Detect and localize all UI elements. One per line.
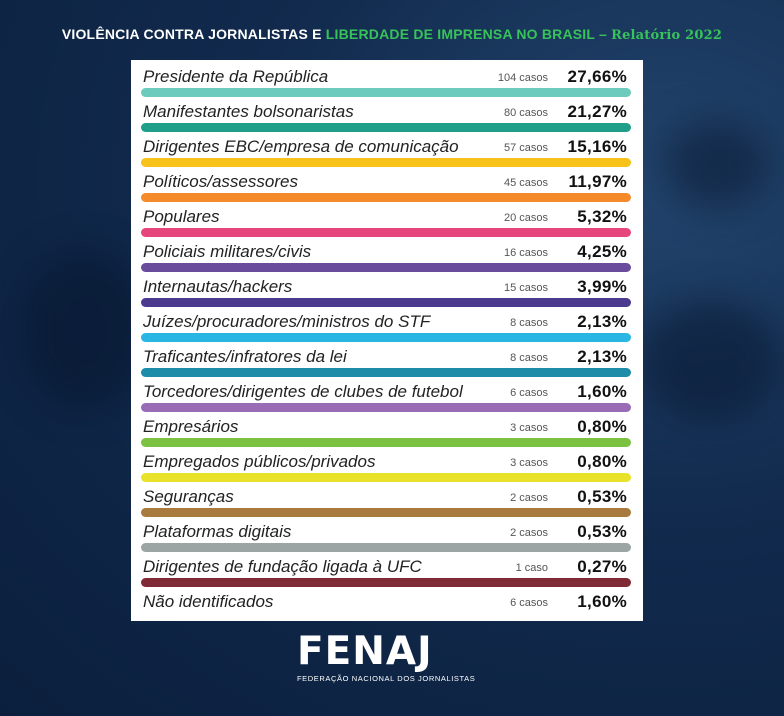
percentage-value: 27,66% xyxy=(567,67,627,86)
percentage-value: 4,25% xyxy=(577,242,627,261)
cases-count: 104 casos xyxy=(497,72,548,84)
chart-row: Plataformas digitais 2 casos 0,53% xyxy=(131,518,643,553)
category-label: Políticos/assessores xyxy=(143,172,298,191)
percentage-value: 2,13% xyxy=(577,347,627,366)
category-label: Internautas/hackers xyxy=(143,277,293,296)
cases-count: 8 casos xyxy=(510,317,548,329)
cases-count: 8 casos xyxy=(510,352,548,364)
chart-row: Traficantes/infratores da lei 8 casos 2,13… xyxy=(131,343,643,378)
category-label: Não identificados xyxy=(143,592,274,611)
chart-row: Populares 20 casos 5,32% xyxy=(131,203,643,238)
chart-panel: Presidente da República 104 casos 27,66% Ma… xyxy=(131,60,643,621)
category-label: Torcedores/dirigentes de clubes de futeb… xyxy=(143,382,463,401)
percentage-value: 5,32% xyxy=(577,207,627,226)
cases-count: 3 casos xyxy=(510,457,548,469)
chart-row: Empregados públicos/privados 3 casos 0,80% xyxy=(131,448,643,483)
chart-row: Dirigentes EBC/empresa de comunicação 57 … xyxy=(131,133,643,168)
category-label: Dirigentes EBC/empresa de comunicação xyxy=(143,137,459,156)
chart-row: Policiais militares/civis 16 casos 4,25% xyxy=(131,238,643,273)
cases-count: 16 casos xyxy=(503,247,548,259)
percentage-value: 1,60% xyxy=(577,382,627,401)
category-bar xyxy=(141,193,631,202)
percentage-value: 0,80% xyxy=(577,417,627,436)
category-label: Presidente da República xyxy=(143,67,329,86)
category-label: Dirigentes de fundação ligada à UFC xyxy=(143,557,422,576)
chart-row: Não identificados 6 casos 1,60% xyxy=(131,588,643,623)
percentage-value: 0,53% xyxy=(577,522,627,541)
category-label: Traficantes/infratores da lei xyxy=(143,347,347,366)
logo-word: FENAJ xyxy=(297,629,433,674)
category-bar xyxy=(141,368,631,377)
percentage-value: 15,16% xyxy=(567,137,627,156)
cases-count: 6 casos xyxy=(510,387,548,399)
title-part-1: VIOLÊNCIA CONTRA JORNALISTAS E xyxy=(61,26,326,42)
category-bar xyxy=(141,508,631,517)
category-label: Policiais militares/civis xyxy=(143,242,312,261)
chart-row: Torcedores/dirigentes de clubes de futeb… xyxy=(131,378,643,413)
chart-row: Manifestantes bolsonaristas 80 casos 21,27… xyxy=(131,98,643,133)
category-label: Manifestantes bolsonaristas xyxy=(143,102,354,121)
chart-row: Seguranças 2 casos 0,53% xyxy=(131,483,643,518)
percentage-value: 1,60% xyxy=(577,592,627,611)
category-bar xyxy=(141,403,631,412)
category-label: Plataformas digitais xyxy=(143,522,292,541)
cases-count: 6 casos xyxy=(510,597,548,609)
percentage-value: 0,80% xyxy=(577,452,627,471)
category-bar xyxy=(141,88,631,97)
cases-count: 2 casos xyxy=(510,492,548,504)
cases-count: 45 casos xyxy=(503,177,548,189)
percentage-value: 0,27% xyxy=(577,557,627,576)
cases-count: 20 casos xyxy=(503,212,548,224)
background-shape xyxy=(640,300,780,420)
cases-count: 2 casos xyxy=(510,527,548,539)
category-bar xyxy=(141,158,631,167)
cases-count: 3 casos xyxy=(510,422,548,434)
category-label: Seguranças xyxy=(143,487,234,506)
chart-row: Dirigentes de fundação ligada à UFC 1 cas… xyxy=(131,553,643,588)
page-title: VIOLÊNCIA CONTRA JORNALISTAS E LIBERDADE… xyxy=(0,26,784,43)
chart-row: Presidente da República 104 casos 27,66% xyxy=(131,63,643,98)
cases-count: 80 casos xyxy=(503,107,548,119)
title-year: Relatório 2022 xyxy=(611,28,723,43)
fenaj-logo: FENAJ FEDERAÇÃO NACIONAL DOS JORNALISTAS xyxy=(297,629,487,684)
background-shape xyxy=(20,250,150,410)
title-separator: – xyxy=(594,26,612,42)
category-bar xyxy=(141,578,631,587)
category-bar xyxy=(141,298,631,307)
category-label: Empresários xyxy=(143,417,239,436)
category-bar xyxy=(141,123,631,132)
percentage-value: 0,53% xyxy=(577,487,627,506)
logo-subtitle: FEDERAÇÃO NACIONAL DOS JORNALISTAS xyxy=(297,674,476,683)
chart-row: Juízes/procuradores/ministros do STF 8 ca… xyxy=(131,308,643,343)
percentage-value: 21,27% xyxy=(567,102,627,121)
cases-count: 1 caso xyxy=(515,562,548,574)
category-label: Juízes/procuradores/ministros do STF xyxy=(143,312,431,331)
category-bar xyxy=(141,473,631,482)
category-bar xyxy=(141,263,631,272)
category-label: Empregados públicos/privados xyxy=(143,452,376,471)
percentage-value: 2,13% xyxy=(577,312,627,331)
cases-count: 15 casos xyxy=(503,282,548,294)
category-bar xyxy=(141,438,631,447)
cases-count: 57 casos xyxy=(503,142,548,154)
percentage-value: 3,99% xyxy=(577,277,627,296)
title-part-2: LIBERDADE DE IMPRENSA NO BRASIL xyxy=(325,26,595,42)
chart-row: Políticos/assessores 45 casos 11,97% xyxy=(131,168,643,203)
percentage-value: 11,97% xyxy=(568,172,627,191)
category-label: Populares xyxy=(143,207,220,226)
chart-row: Empresários 3 casos 0,80% xyxy=(131,413,643,448)
category-bar xyxy=(141,228,631,237)
category-bar xyxy=(141,333,631,342)
background-shape xyxy=(660,120,770,210)
chart-row: Internautas/hackers 15 casos 3,99% xyxy=(131,273,643,308)
category-bar xyxy=(141,543,631,552)
